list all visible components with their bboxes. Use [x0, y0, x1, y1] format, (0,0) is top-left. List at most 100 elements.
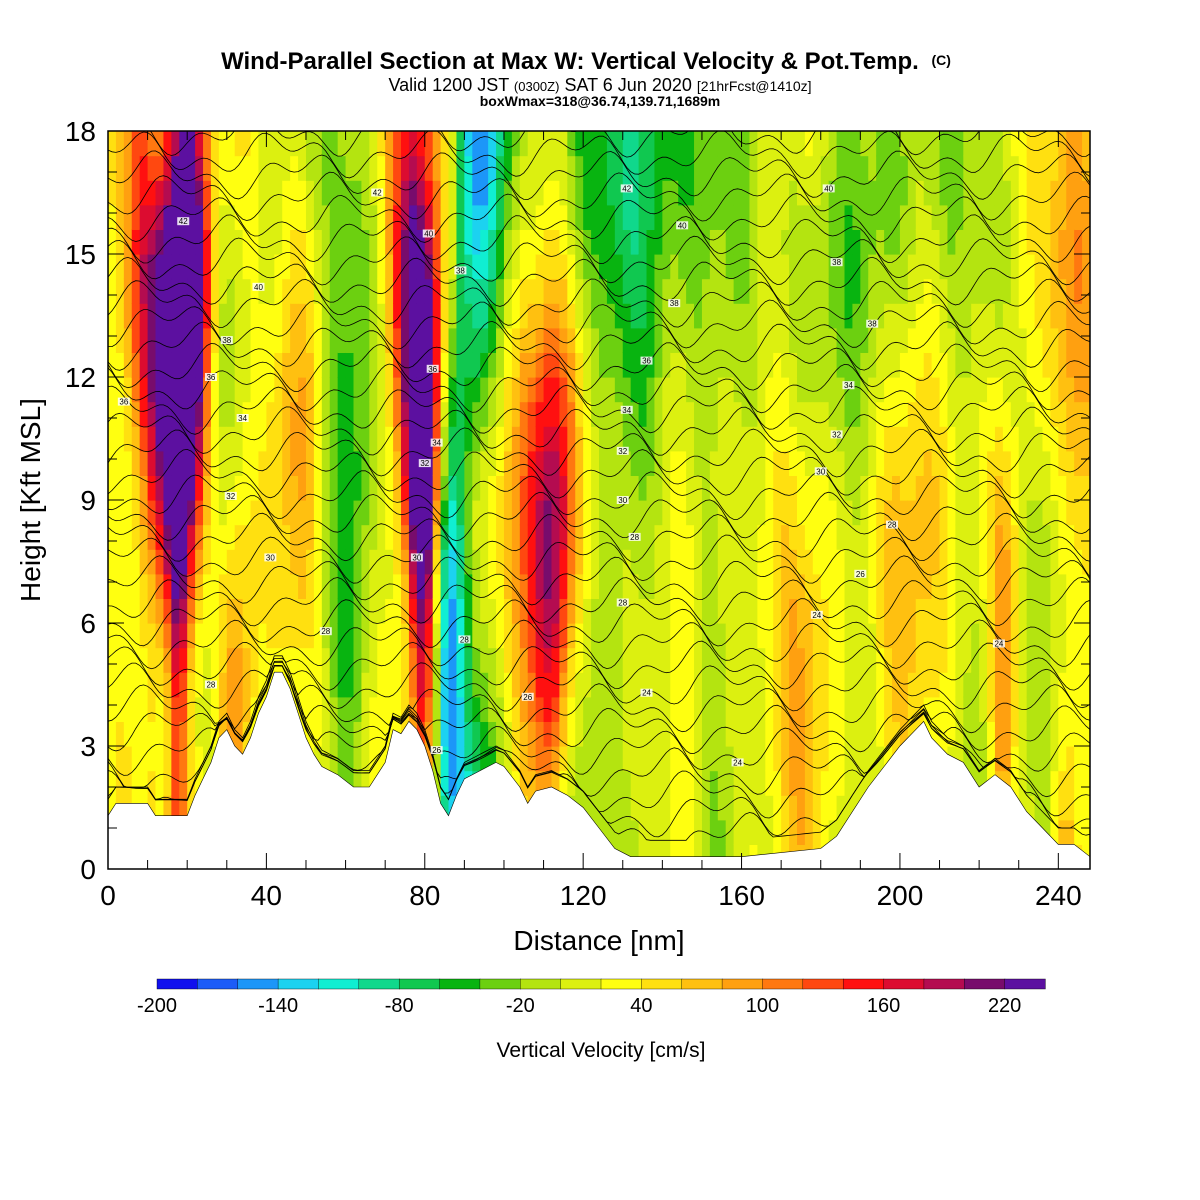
velocity-cell	[187, 647, 196, 673]
velocity-cell	[305, 475, 315, 501]
velocity-cell	[535, 696, 545, 722]
velocity-cell	[139, 696, 149, 722]
velocity-cell	[1042, 500, 1052, 526]
velocity-cell	[559, 500, 568, 526]
velocity-cell	[757, 647, 766, 673]
velocity-cell	[852, 475, 861, 501]
velocity-cell	[369, 229, 378, 255]
velocity-cell	[796, 623, 806, 649]
velocity-cell	[496, 549, 505, 575]
velocity-cell	[187, 549, 196, 575]
velocity-cell	[511, 647, 521, 673]
velocity-cell	[1042, 475, 1052, 501]
velocity-cell	[139, 377, 149, 403]
velocity-cell	[876, 549, 885, 575]
velocity-cell	[131, 254, 141, 280]
velocity-cell	[947, 623, 956, 649]
velocity-cell	[464, 426, 473, 452]
velocity-cell	[115, 327, 125, 353]
velocity-cell	[139, 254, 149, 280]
velocity-cell	[1018, 623, 1028, 649]
velocity-cell	[1082, 475, 1090, 501]
velocity-cell	[353, 598, 363, 624]
velocity-cell	[931, 672, 941, 698]
velocity-cell	[979, 573, 988, 599]
velocity-cell	[749, 598, 758, 624]
velocity-cell	[353, 524, 363, 550]
svg-text:34: 34	[238, 414, 247, 423]
velocity-cell	[947, 278, 956, 304]
velocity-cell	[868, 155, 877, 181]
velocity-cell	[290, 401, 299, 427]
velocity-cell	[1010, 229, 1020, 255]
colorbar-swatch	[318, 978, 360, 990]
velocity-cell	[329, 254, 339, 280]
velocity-cell	[258, 204, 267, 230]
velocity-cell	[907, 524, 917, 550]
velocity-cell	[115, 770, 125, 796]
velocity-cell	[646, 475, 656, 501]
velocity-cell	[591, 770, 600, 796]
velocity-cell	[868, 229, 877, 255]
velocity-cell	[527, 573, 537, 599]
velocity-cell	[638, 549, 648, 575]
y-tick-label: 18	[65, 116, 96, 147]
velocity-cell	[274, 524, 283, 550]
velocity-cell	[709, 303, 719, 329]
velocity-cell	[899, 401, 909, 427]
velocity-cell	[543, 377, 553, 403]
velocity-cell	[812, 573, 822, 599]
velocity-cell	[511, 549, 521, 575]
velocity-cell	[1010, 647, 1020, 673]
velocity-cell	[187, 352, 196, 378]
velocity-cell	[432, 254, 442, 280]
velocity-cell	[250, 647, 260, 673]
velocity-cell	[717, 623, 727, 649]
velocity-cell	[630, 155, 640, 181]
velocity-cell	[258, 401, 267, 427]
velocity-cell	[416, 647, 426, 673]
velocity-cell	[203, 180, 212, 206]
velocity-cell	[147, 647, 157, 673]
velocity-cell	[1010, 598, 1020, 624]
isentrope-line	[108, 363, 1090, 414]
velocity-cell	[147, 377, 157, 403]
velocity-cell	[313, 352, 323, 378]
velocity-cell	[266, 573, 275, 599]
velocity-cell	[115, 155, 125, 181]
velocity-cell	[377, 229, 386, 255]
velocity-cell	[828, 131, 838, 157]
velocity-cell	[290, 254, 299, 280]
velocity-cell	[567, 746, 576, 772]
velocity-cell	[416, 401, 426, 427]
svg-text:30: 30	[816, 467, 825, 476]
velocity-cell	[899, 450, 909, 476]
velocity-cell	[622, 598, 632, 624]
velocity-cell	[1050, 204, 1059, 230]
velocity-cell	[1002, 303, 1012, 329]
velocity-cell	[1010, 401, 1020, 427]
velocity-cell	[662, 598, 671, 624]
velocity-cell	[250, 401, 260, 427]
velocity-cell	[210, 598, 220, 624]
velocity-cell	[416, 696, 426, 722]
velocity-cell	[282, 475, 291, 501]
velocity-cell	[860, 672, 869, 698]
velocity-cell	[226, 573, 236, 599]
velocity-cell	[408, 327, 418, 353]
velocity-cell	[852, 598, 861, 624]
velocity-cell	[765, 352, 774, 378]
velocity-cell	[1058, 475, 1067, 501]
velocity-cell	[361, 746, 370, 772]
isentrope-label: 34	[842, 381, 855, 390]
velocity-cell	[979, 278, 988, 304]
velocity-cell	[828, 500, 838, 526]
velocity-cell	[551, 229, 561, 255]
velocity-cell	[741, 229, 751, 255]
velocity-cell	[1018, 278, 1028, 304]
velocity-cell	[892, 204, 901, 230]
velocity-cell	[203, 647, 212, 673]
velocity-cell	[987, 155, 996, 181]
velocity-cell	[321, 303, 331, 329]
velocity-cell	[971, 721, 980, 747]
